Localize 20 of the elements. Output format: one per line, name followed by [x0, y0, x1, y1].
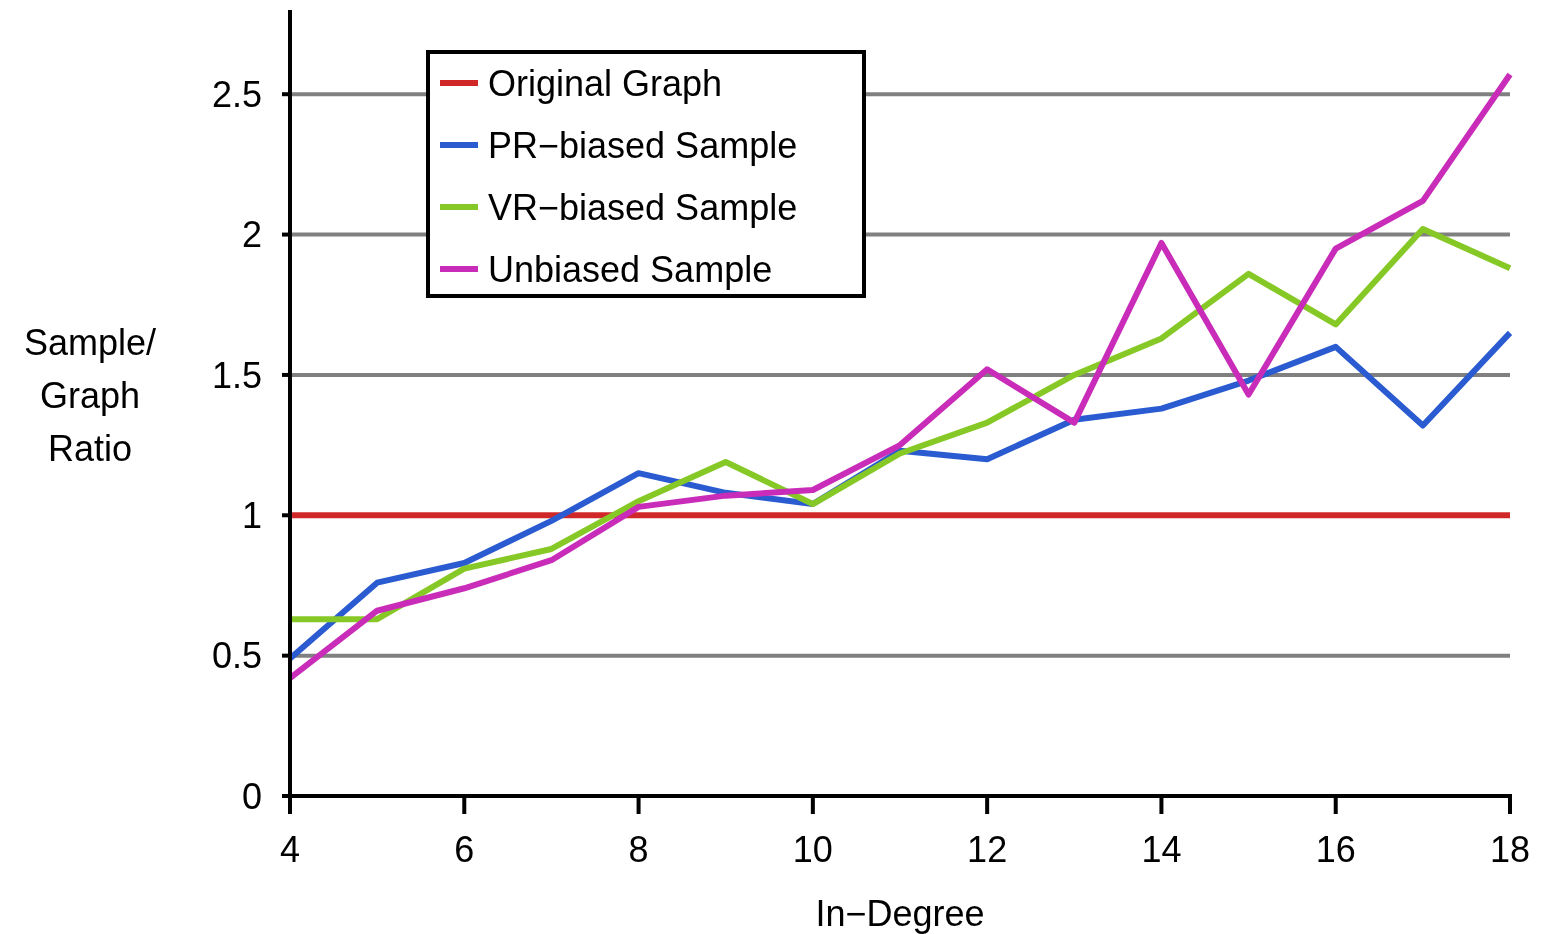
y-tick-label: 2.5: [211, 73, 262, 115]
legend-label: Original Graph: [488, 62, 723, 104]
x-tick-label: 10: [792, 829, 833, 870]
y-tick-label: 2: [241, 214, 262, 256]
x-tick-label: 16: [1315, 829, 1356, 870]
x-tick-label: 12: [967, 829, 1008, 870]
x-tick-label: 6: [454, 829, 475, 870]
y-tick-label: 0.5: [211, 635, 262, 677]
x-tick-label: 18: [1489, 829, 1531, 870]
legend-label: Unbiased Sample: [488, 248, 773, 290]
y-tick-label: 1.5: [211, 354, 262, 396]
legend-label: PR−biased Sample: [488, 124, 798, 166]
x-tick-label: 8: [628, 829, 649, 870]
legend-label: VR−biased Sample: [488, 186, 798, 228]
y-tick-label: 1: [241, 494, 262, 536]
x-axis-title: In−Degree: [815, 893, 985, 934]
y-axis-title: Sample/ Graph Ratio: [23, 322, 157, 469]
x-tick-label: 14: [1141, 829, 1182, 870]
y-tick-label: 0: [241, 775, 262, 817]
x-tick-label: 4: [279, 829, 301, 870]
